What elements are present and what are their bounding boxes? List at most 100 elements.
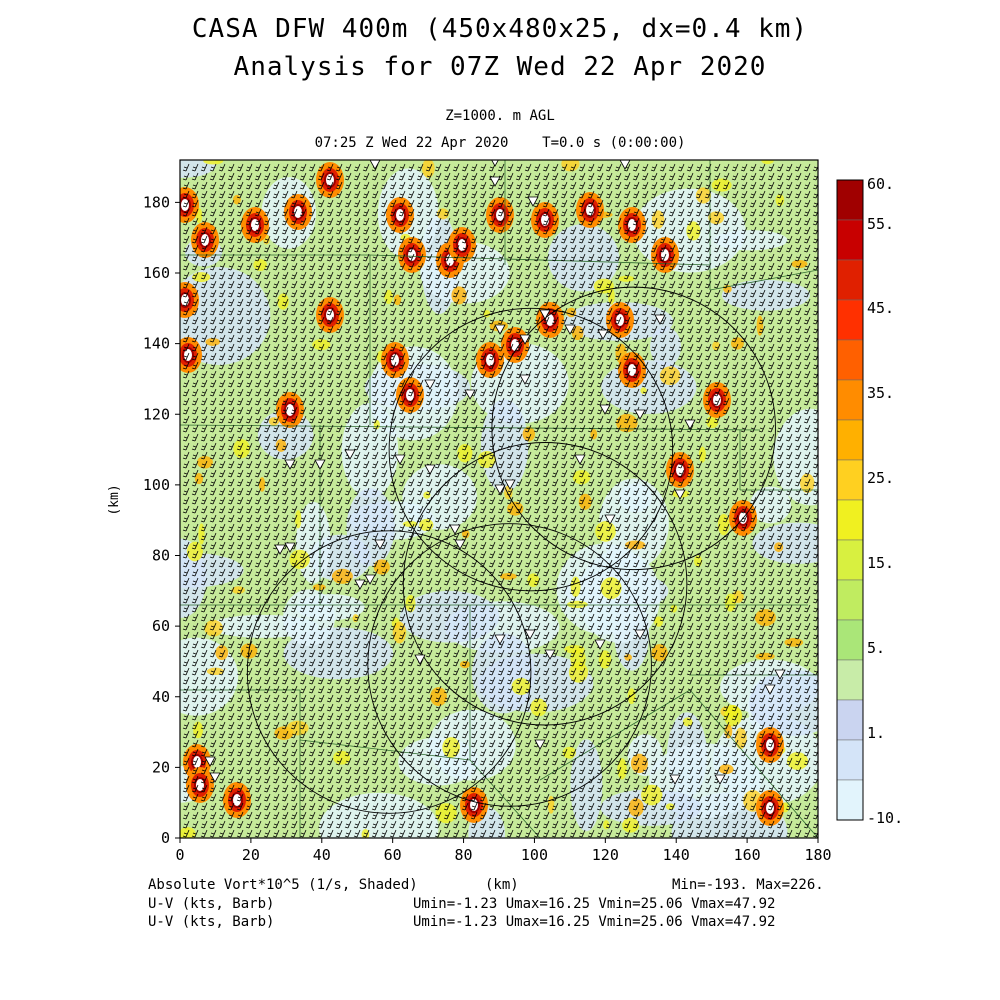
- wind-barb: [713, 235, 721, 244]
- wind-barb: [479, 271, 487, 280]
- wind-barb: [335, 226, 343, 235]
- wind-barb: [704, 163, 712, 172]
- wind-barb: [605, 244, 613, 253]
- wind-barb: [776, 316, 784, 325]
- wind-barb: [695, 280, 703, 289]
- wind-barb: [785, 316, 793, 325]
- moderate-vorticity-patch: [566, 307, 577, 318]
- wind-barb: [659, 262, 667, 271]
- wind-barb: [254, 199, 262, 208]
- wind-barb: [542, 271, 550, 280]
- wind-barb: [794, 289, 802, 298]
- wind-barb: [632, 181, 640, 190]
- wind-barb: [488, 280, 496, 289]
- wind-barb: [461, 244, 469, 253]
- wind-barb: [659, 271, 667, 280]
- wind-barb: [380, 190, 388, 199]
- wind-barb: [371, 199, 379, 208]
- wind-barb: [389, 172, 397, 181]
- wind-barb: [551, 280, 559, 289]
- wind-barb: [227, 208, 235, 217]
- wind-barb: [605, 181, 613, 190]
- wind-barb: [407, 262, 415, 271]
- wind-barb: [632, 307, 640, 316]
- wind-barb: [191, 316, 199, 325]
- wind-barb: [371, 208, 379, 217]
- wind-barb: [443, 262, 451, 271]
- wind-barb: [596, 208, 604, 217]
- wind-barb: [650, 163, 658, 172]
- wind-barb: [596, 244, 604, 253]
- wind-barb: [587, 271, 595, 280]
- wind-barb: [227, 316, 235, 325]
- wind-barb: [362, 226, 370, 235]
- moderate-vorticity-patch: [457, 443, 473, 463]
- moderate-vorticity-patch: [617, 758, 627, 780]
- wind-barb: [776, 208, 784, 217]
- wind-barb: [308, 172, 316, 181]
- wind-barb: [659, 163, 667, 172]
- wind-barb: [506, 199, 514, 208]
- wind-barb: [506, 253, 514, 262]
- wind-barb: [677, 307, 685, 316]
- wind-barb: [344, 271, 352, 280]
- wind-barb: [191, 190, 199, 199]
- wind-barb: [641, 235, 649, 244]
- wind-barb: [686, 253, 694, 262]
- wind-barb: [236, 181, 244, 190]
- wind-barb: [623, 181, 631, 190]
- wind-barb: [641, 163, 649, 172]
- wind-barb: [398, 271, 406, 280]
- wind-barb: [506, 325, 514, 334]
- wind-barb: [182, 199, 190, 208]
- moderate-vorticity-patch: [277, 293, 289, 310]
- wind-barb: [371, 316, 379, 325]
- wind-barb: [326, 208, 334, 217]
- wind-barb: [596, 253, 604, 262]
- wind-barb: [749, 190, 757, 199]
- wind-barb: [299, 325, 307, 334]
- wind-barb: [335, 235, 343, 244]
- wind-barb: [443, 325, 451, 334]
- wind-barb: [623, 172, 631, 181]
- wind-barb: [362, 181, 370, 190]
- wind-barb: [398, 280, 406, 289]
- wind-barb: [668, 298, 676, 307]
- wind-barb: [290, 280, 298, 289]
- wind-barb: [317, 298, 325, 307]
- wind-barb: [650, 262, 658, 271]
- wind-barb: [218, 235, 226, 244]
- wind-barb: [524, 217, 532, 226]
- wind-barb: [515, 244, 523, 253]
- moderate-vorticity-patch: [568, 662, 589, 683]
- wind-barb: [614, 226, 622, 235]
- wind-barb: [614, 208, 622, 217]
- wind-barb: [704, 208, 712, 217]
- wind-barb: [452, 307, 460, 316]
- wind-barb: [461, 271, 469, 280]
- wind-barb: [533, 163, 541, 172]
- wind-barb: [749, 235, 757, 244]
- wind-barb: [236, 208, 244, 217]
- wind-barb: [425, 262, 433, 271]
- wind-barb: [245, 289, 253, 298]
- wind-barb: [272, 262, 280, 271]
- wind-barb: [506, 235, 514, 244]
- wind-barb: [722, 271, 730, 280]
- wind-barb: [623, 217, 631, 226]
- wind-barb: [191, 271, 199, 280]
- wind-barb: [245, 226, 253, 235]
- wind-barb: [542, 199, 550, 208]
- level-subtitle: Z=1000. m AGL: [445, 108, 555, 124]
- wind-barb: [398, 244, 406, 253]
- moderate-vorticity-patch: [393, 294, 402, 306]
- wind-barb: [353, 163, 361, 172]
- moderate-vorticity-patch: [651, 210, 665, 229]
- wind-barb: [731, 235, 739, 244]
- wind-barb: [533, 199, 541, 208]
- wind-barb: [596, 316, 604, 325]
- wind-barb: [290, 298, 298, 307]
- wind-barb: [317, 235, 325, 244]
- wind-barb: [299, 163, 307, 172]
- wind-barb: [731, 244, 739, 253]
